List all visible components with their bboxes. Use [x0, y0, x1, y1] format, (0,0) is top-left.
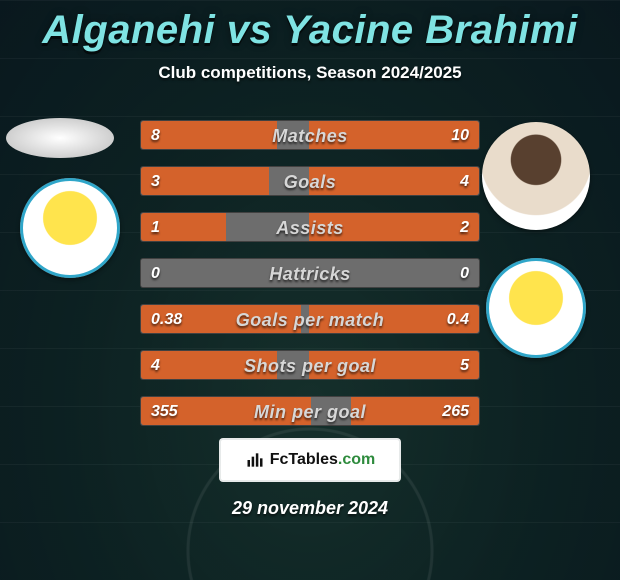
stat-row: Matches8 10: [140, 120, 480, 150]
stat-label: Min per goal: [141, 397, 479, 427]
stat-value-left: 3: [151, 167, 160, 197]
stat-rows: Matches8 10 Goals3 4 Assists1 2 Hattricks0 0 Goa…: [140, 120, 480, 442]
stat-value-right: 4: [460, 167, 469, 197]
stat-value-left: 4: [151, 351, 160, 381]
stat-row: Goals3 4: [140, 166, 480, 196]
stat-label: Matches: [141, 121, 479, 151]
stat-row: Goals per match0.38 0.4: [140, 304, 480, 334]
brand-badge[interactable]: FcTables.com: [221, 440, 399, 480]
stat-row: Shots per goal4 5: [140, 350, 480, 380]
page-subtitle: Club competitions, Season 2024/2025: [0, 63, 620, 83]
stat-value-left: 0: [151, 259, 160, 289]
stat-label: Goals per match: [141, 305, 479, 335]
stat-value-left: 355: [151, 397, 178, 427]
stat-value-right: 265: [442, 397, 469, 427]
player-photo-right: [482, 122, 590, 230]
stat-label: Shots per goal: [141, 351, 479, 381]
stat-value-right: 0.4: [447, 305, 469, 335]
club-badge-left: [20, 178, 120, 278]
stat-row: Assists1 2: [140, 212, 480, 242]
stat-value-right: 5: [460, 351, 469, 381]
date-label: 29 november 2024: [0, 498, 620, 519]
stat-value-right: 10: [451, 121, 469, 151]
brand-name-main: FcTables: [270, 451, 338, 468]
comparison-card: Alganehi vs Yacine Brahimi Club competit…: [0, 0, 620, 580]
content: Alganehi vs Yacine Brahimi Club competit…: [0, 0, 620, 580]
stat-value-left: 1: [151, 213, 160, 243]
stat-value-right: 0: [460, 259, 469, 289]
club-badge-right: [486, 258, 586, 358]
stat-row: Min per goal355 265: [140, 396, 480, 426]
stat-value-left: 0.38: [151, 305, 182, 335]
chart-icon: [245, 450, 265, 470]
player-photo-left: [6, 118, 114, 158]
stat-label: Goals: [141, 167, 479, 197]
stat-label: Hattricks: [141, 259, 479, 289]
brand-name: FcTables.com: [270, 451, 376, 469]
stat-value-right: 2: [460, 213, 469, 243]
stat-value-left: 8: [151, 121, 160, 151]
brand-name-suffix: .com: [338, 451, 375, 468]
stat-label: Assists: [141, 213, 479, 243]
page-title: Alganehi vs Yacine Brahimi: [0, 0, 620, 53]
stat-row: Hattricks0 0: [140, 258, 480, 288]
